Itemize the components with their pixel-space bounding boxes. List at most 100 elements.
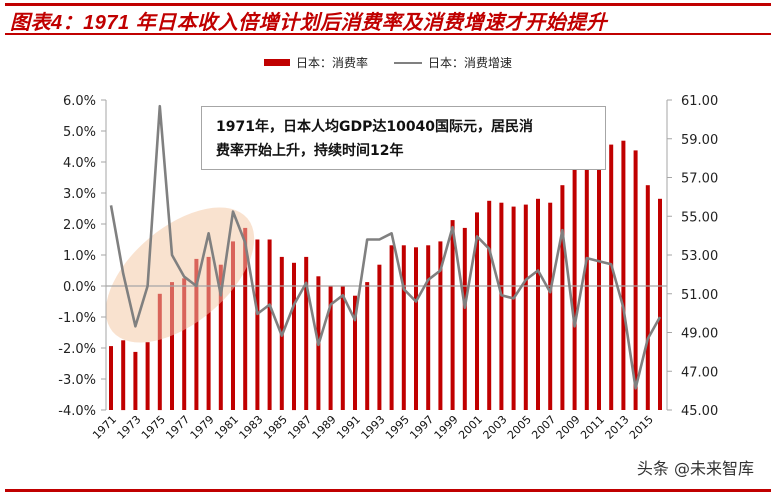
x-tick-label: 1993 <box>359 413 388 442</box>
right-tick-label: 47.00 <box>681 365 718 380</box>
bar <box>365 282 370 410</box>
x-tick-label: 2001 <box>456 413 485 442</box>
chart-title: 图表4：1971 年日本收入倍增计划后消费率及消费增速才开始提升 <box>10 12 608 34</box>
bar <box>499 202 504 410</box>
bar <box>121 340 126 411</box>
bar <box>206 256 211 410</box>
right-tick-label: 45.00 <box>681 404 718 419</box>
right-tick-label: 61.00 <box>681 94 718 109</box>
bar <box>304 256 309 410</box>
bar <box>145 342 150 410</box>
bar <box>572 148 577 410</box>
x-tick-label: 2005 <box>505 413 534 442</box>
line-swatch-icon <box>394 61 422 64</box>
bar <box>438 241 443 410</box>
watermark: 头条 @未来智库 <box>636 459 754 478</box>
x-tick-label: 1975 <box>139 413 168 442</box>
bar <box>353 295 357 410</box>
bar <box>658 198 662 410</box>
growth-line <box>109 104 662 390</box>
annotation-box: 1971年，日本人均GDP达10040国际元，居民消 费率开始上升，持续时间12… <box>201 106 606 170</box>
highlight-ellipse <box>105 207 255 343</box>
x-tick-label: 1991 <box>334 413 363 442</box>
x-tick-label: 1985 <box>261 413 290 442</box>
x-tick-label: 2009 <box>554 413 583 442</box>
bar <box>401 245 406 410</box>
bar <box>133 351 138 410</box>
bar <box>621 140 626 410</box>
x-tick-label: 1983 <box>237 413 266 442</box>
legend: 日本：消费率 日本：消费增速 <box>0 54 776 71</box>
x-tick-label: 1977 <box>163 413 192 442</box>
bottom-rule <box>5 489 771 492</box>
bar <box>267 239 272 410</box>
left-tick-label: 2.0% <box>63 218 96 233</box>
left-tick-label: -1.0% <box>58 311 96 326</box>
left-tick-label: 0.0% <box>63 280 96 295</box>
bar <box>389 245 394 410</box>
left-tick-label: -3.0% <box>58 373 96 388</box>
left-tick-label: 3.0% <box>63 187 96 202</box>
legend-item-bar: 日本：消费率 <box>263 54 368 71</box>
x-tick-label: 1997 <box>407 413 436 442</box>
left-tick-label: 5.0% <box>63 125 96 140</box>
right-tick-label: 49.00 <box>681 327 718 342</box>
left-tick-label: -2.0% <box>58 342 96 357</box>
legend-item-line: 日本：消费增速 <box>394 54 512 71</box>
bar <box>462 227 467 410</box>
left-tick-label: 1.0% <box>63 249 96 264</box>
bar <box>560 185 565 410</box>
bar <box>182 278 187 410</box>
x-tick-label: 2007 <box>529 413 558 442</box>
bar <box>109 346 113 410</box>
bar <box>633 150 638 410</box>
bar <box>243 227 248 410</box>
top-rule <box>5 3 771 6</box>
left-tick-label: 6.0% <box>63 94 96 109</box>
left-tick-label: -4.0% <box>58 404 96 419</box>
bar <box>377 264 382 410</box>
bar <box>609 144 614 410</box>
right-tick-label: 53.00 <box>681 249 718 264</box>
bar <box>255 239 260 410</box>
x-tick-label: 1979 <box>188 413 217 442</box>
bar <box>548 202 553 410</box>
legend-bar-label: 日本：消费率 <box>295 56 368 70</box>
bar <box>292 262 296 411</box>
title-rule <box>5 33 771 35</box>
bar-series <box>105 140 662 411</box>
bar <box>523 204 528 410</box>
bar <box>645 185 650 410</box>
axes: 6.0% 5.0% 4.0% 3.0% 2.0% 1.0% 0.0% -1.0% -2.0% -3… <box>58 94 718 419</box>
bar <box>328 286 333 410</box>
x-tick-label: 2015 <box>627 413 656 442</box>
x-tick-label: 2013 <box>603 413 632 442</box>
x-tick-label: 1989 <box>310 413 339 442</box>
bar <box>194 258 199 410</box>
x-tick-label: 1973 <box>115 413 144 442</box>
bar <box>218 264 223 410</box>
x-tick-label: 1999 <box>432 413 461 442</box>
bar <box>487 200 492 410</box>
left-tick-label: 4.0% <box>63 156 96 171</box>
annotation-line-2: 费率开始上升，持续时间12年 <box>216 143 404 159</box>
x-tick-label: 2003 <box>481 413 510 442</box>
right-tick-label: 51.00 <box>681 288 718 303</box>
x-axis-labels: 1971197319751977197919811983198519871989… <box>90 413 656 442</box>
right-tick-label: 57.00 <box>681 172 718 187</box>
bar <box>170 282 174 410</box>
bar <box>340 286 345 410</box>
highlight-overlay <box>105 207 255 343</box>
bar <box>157 293 162 411</box>
bar <box>536 198 540 410</box>
bar <box>597 152 601 411</box>
x-tick-label: 1987 <box>285 413 314 442</box>
x-tick-label: 1995 <box>383 413 412 442</box>
bar <box>450 220 455 410</box>
x-tick-label: 1981 <box>212 413 241 442</box>
line-series <box>109 104 662 390</box>
bar <box>475 212 479 410</box>
highlight-shape <box>105 207 255 343</box>
legend-line-label: 日本：消费增速 <box>428 56 513 70</box>
